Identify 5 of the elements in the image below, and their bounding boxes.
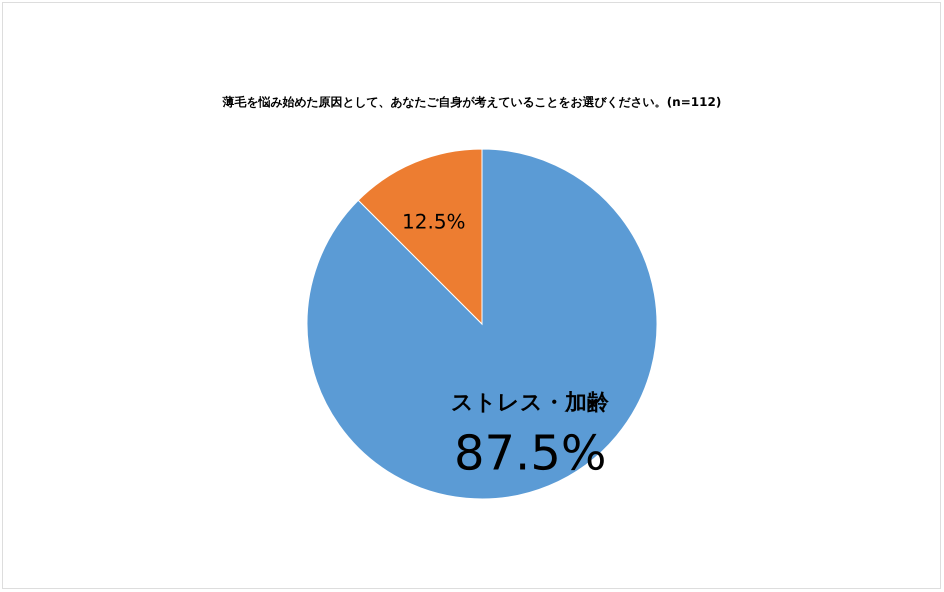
- slice-label: ストレス・加齢: [451, 390, 610, 416]
- data-label: 87.5%: [454, 425, 606, 482]
- data-label: 12.5%: [402, 210, 466, 234]
- chart-title: 薄毛を悩み始めた原因として、あなたご自身が考えていることをお選びください。(n=112): [222, 95, 722, 109]
- pie-slice: [306, 148, 658, 500]
